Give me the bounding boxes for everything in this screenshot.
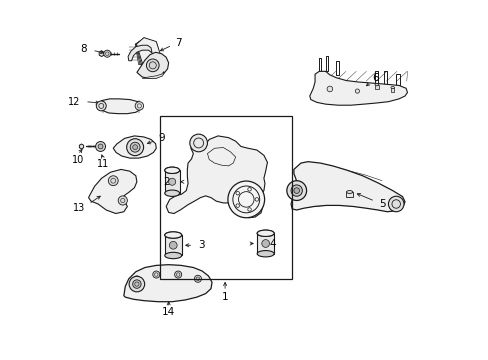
Text: 8: 8 <box>80 44 86 54</box>
Ellipse shape <box>164 232 182 238</box>
Circle shape <box>326 86 332 92</box>
Polygon shape <box>137 52 168 78</box>
Circle shape <box>96 101 106 111</box>
Polygon shape <box>309 71 407 105</box>
Circle shape <box>189 134 207 152</box>
Circle shape <box>130 142 140 152</box>
Polygon shape <box>136 37 160 63</box>
Polygon shape <box>346 192 352 197</box>
Circle shape <box>132 145 137 150</box>
Ellipse shape <box>164 167 179 174</box>
Circle shape <box>129 276 144 292</box>
Circle shape <box>387 196 403 212</box>
Circle shape <box>126 139 143 156</box>
Bar <box>160 117 291 279</box>
Polygon shape <box>113 136 156 158</box>
Text: 7: 7 <box>174 38 181 48</box>
Circle shape <box>133 276 140 283</box>
Text: 9: 9 <box>158 133 164 143</box>
Ellipse shape <box>164 232 182 238</box>
Polygon shape <box>98 99 141 114</box>
Text: 1: 1 <box>222 292 228 302</box>
Circle shape <box>168 178 175 185</box>
Ellipse shape <box>346 190 352 193</box>
Polygon shape <box>135 39 159 64</box>
Polygon shape <box>164 170 179 193</box>
Circle shape <box>261 240 269 247</box>
Polygon shape <box>123 265 212 302</box>
Polygon shape <box>257 233 274 254</box>
Ellipse shape <box>257 230 274 237</box>
Ellipse shape <box>164 252 182 259</box>
Polygon shape <box>164 235 182 256</box>
Circle shape <box>286 181 306 201</box>
Ellipse shape <box>390 86 394 89</box>
Circle shape <box>174 271 182 278</box>
Circle shape <box>227 181 264 218</box>
Circle shape <box>355 89 359 93</box>
Text: 5: 5 <box>379 199 385 209</box>
Circle shape <box>132 280 141 288</box>
Polygon shape <box>136 38 159 64</box>
Text: 6: 6 <box>371 73 378 83</box>
Polygon shape <box>99 51 104 57</box>
Text: 10: 10 <box>72 154 84 165</box>
Circle shape <box>293 188 299 193</box>
Polygon shape <box>166 136 267 218</box>
Circle shape <box>152 271 160 278</box>
Polygon shape <box>142 71 164 78</box>
Text: 12: 12 <box>68 97 81 107</box>
Circle shape <box>255 198 258 201</box>
Circle shape <box>247 208 251 211</box>
Circle shape <box>96 141 105 152</box>
Circle shape <box>235 204 239 207</box>
Circle shape <box>118 196 127 205</box>
Ellipse shape <box>164 167 179 174</box>
Polygon shape <box>374 85 378 89</box>
Circle shape <box>169 242 177 249</box>
Circle shape <box>103 50 111 57</box>
Circle shape <box>98 144 103 149</box>
Text: 2: 2 <box>163 177 170 187</box>
Circle shape <box>108 176 118 186</box>
Polygon shape <box>79 144 83 149</box>
Circle shape <box>247 188 251 191</box>
Polygon shape <box>128 45 152 61</box>
Circle shape <box>235 192 239 195</box>
Ellipse shape <box>164 190 179 197</box>
Text: 11: 11 <box>97 159 109 169</box>
Polygon shape <box>390 87 394 92</box>
Ellipse shape <box>257 251 274 257</box>
Circle shape <box>194 275 201 282</box>
Ellipse shape <box>257 230 274 237</box>
Polygon shape <box>135 39 159 65</box>
Ellipse shape <box>374 84 378 86</box>
Circle shape <box>135 102 143 110</box>
Text: 4: 4 <box>269 239 275 248</box>
Polygon shape <box>290 162 404 212</box>
Text: 13: 13 <box>73 203 85 212</box>
Circle shape <box>146 59 159 72</box>
Text: 3: 3 <box>198 240 205 250</box>
Circle shape <box>290 185 302 196</box>
Polygon shape <box>88 170 137 213</box>
Text: 14: 14 <box>162 307 175 317</box>
